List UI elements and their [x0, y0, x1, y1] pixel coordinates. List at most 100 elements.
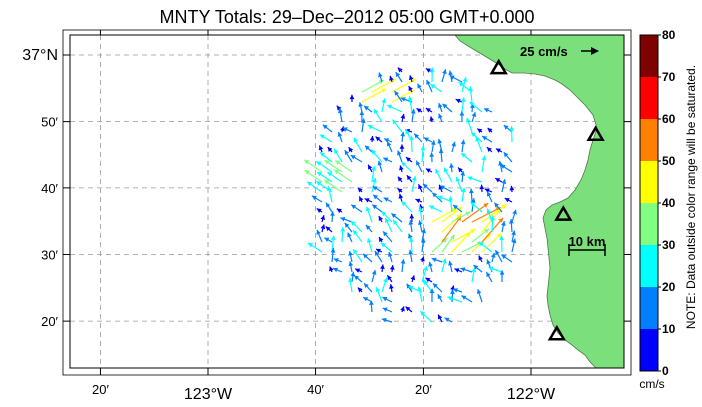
- colorbar-tick-label: 40: [662, 196, 676, 210]
- current-vector-head: [461, 295, 467, 300]
- current-vector-head: [438, 148, 444, 154]
- current-vector-head: [449, 234, 455, 240]
- current-vector-head: [428, 261, 433, 267]
- current-vector-head: [418, 206, 423, 212]
- current-vector-head: [395, 72, 401, 78]
- colorbar-segment: [640, 161, 658, 203]
- current-vector-head: [475, 136, 480, 142]
- current-vector-head: [442, 103, 448, 109]
- current-vector-head: [397, 67, 403, 73]
- current-vector-head: [381, 211, 387, 217]
- current-vector-head: [383, 197, 389, 202]
- current-vector-head: [324, 160, 330, 165]
- velocity-scale: 25 cm/s: [520, 44, 599, 59]
- current-vector-head: [426, 79, 431, 85]
- current-vector-head: [383, 231, 388, 237]
- current-vector-head: [465, 232, 471, 238]
- current-vector-head: [335, 160, 341, 166]
- current-vector-head: [443, 167, 449, 173]
- current-vector-head: [400, 113, 406, 119]
- current-vector-head: [381, 98, 387, 104]
- current-vector-head: [420, 256, 425, 262]
- longitude-label: 20′: [92, 382, 109, 397]
- colorbar-segment: [640, 119, 658, 161]
- current-vector-head: [377, 160, 383, 166]
- current-vector-head: [353, 249, 358, 255]
- current-vector-head: [417, 220, 423, 226]
- current-vector-head: [401, 161, 407, 167]
- current-vector-head: [381, 88, 387, 94]
- axes: 37°N 50′ 40′ 30′ 20′ 20′ 123°W 40′ 20′ 122°W: [22, 30, 631, 403]
- current-vector-head: [457, 206, 463, 212]
- current-vector-head: [478, 255, 483, 261]
- current-vector-head: [324, 179, 330, 185]
- longitude-label: 122°W: [507, 386, 556, 403]
- colorbar-unit: cm/s: [639, 377, 664, 391]
- colorbar-segment: [640, 77, 658, 119]
- current-vector-head: [420, 238, 426, 244]
- current-vector-head: [432, 283, 438, 289]
- current-vector-head: [410, 78, 416, 84]
- current-vector-head: [378, 72, 383, 78]
- current-vector-head: [466, 117, 471, 123]
- current-vector-head: [448, 196, 454, 201]
- current-vector-head: [488, 266, 494, 272]
- current-vector-head: [483, 203, 489, 208]
- current-vector-head: [469, 188, 474, 194]
- current-vector-head: [342, 127, 348, 132]
- current-vector-head: [416, 108, 422, 113]
- current-vector-head: [364, 198, 370, 203]
- current-vector-head: [364, 283, 369, 289]
- current-vector-head: [495, 148, 501, 153]
- current-vector-head: [484, 228, 490, 234]
- current-vector-head: [410, 275, 416, 281]
- longitude-label: 20′: [415, 382, 432, 397]
- current-vector-head: [458, 82, 464, 87]
- current-vector-head: [400, 306, 405, 312]
- current-vector-head: [366, 238, 372, 244]
- current-vector-head: [399, 144, 405, 149]
- current-vector-head: [417, 83, 422, 89]
- current-vector-head: [483, 108, 489, 113]
- current-vector-head: [371, 165, 377, 171]
- current-vector-head: [371, 269, 377, 275]
- current-vector-head: [442, 69, 447, 75]
- current-vector-head: [348, 251, 353, 256]
- current-vector-head: [416, 160, 421, 166]
- current-vector-head: [499, 270, 505, 275]
- current-vector-head: [334, 169, 340, 175]
- current-vector-head: [405, 306, 411, 312]
- current-vector-head: [360, 118, 366, 124]
- colorbar-segment: [640, 203, 658, 245]
- current-vector-head: [405, 129, 410, 135]
- distance-scale-label: 10 km: [569, 234, 606, 249]
- colorbar-tick-label: 50: [662, 154, 676, 168]
- current-vector: [481, 232, 502, 253]
- latitude-label: 40′: [41, 181, 58, 196]
- current-vector-head: [454, 268, 460, 273]
- current-vector-head: [387, 104, 393, 110]
- current-vector-head: [408, 86, 413, 92]
- current-vector-head: [334, 148, 339, 154]
- current-vector-head: [336, 208, 342, 214]
- current-vector-head: [389, 75, 394, 81]
- current-vector-head: [461, 187, 466, 193]
- current-vector-head: [420, 311, 426, 316]
- current-vector-head: [473, 265, 479, 270]
- plot-area: 25 cm/s 10 km: [62, 29, 632, 376]
- current-vector-head: [372, 186, 378, 191]
- current-vector-head: [470, 229, 476, 234]
- current-vector-head: [375, 248, 381, 254]
- current-vector-head: [429, 152, 435, 157]
- current-vector-head: [383, 277, 388, 283]
- velocity-scale-arrowhead: [591, 47, 599, 55]
- graticule: [70, 35, 624, 368]
- current-vector-head: [509, 126, 515, 131]
- station-triangle-icon: [547, 324, 567, 341]
- current-vector-head: [511, 230, 516, 236]
- current-vector-head: [486, 191, 492, 197]
- current-vector-head: [448, 260, 453, 266]
- current-vector-head: [486, 208, 492, 214]
- current-vector-head: [496, 233, 502, 239]
